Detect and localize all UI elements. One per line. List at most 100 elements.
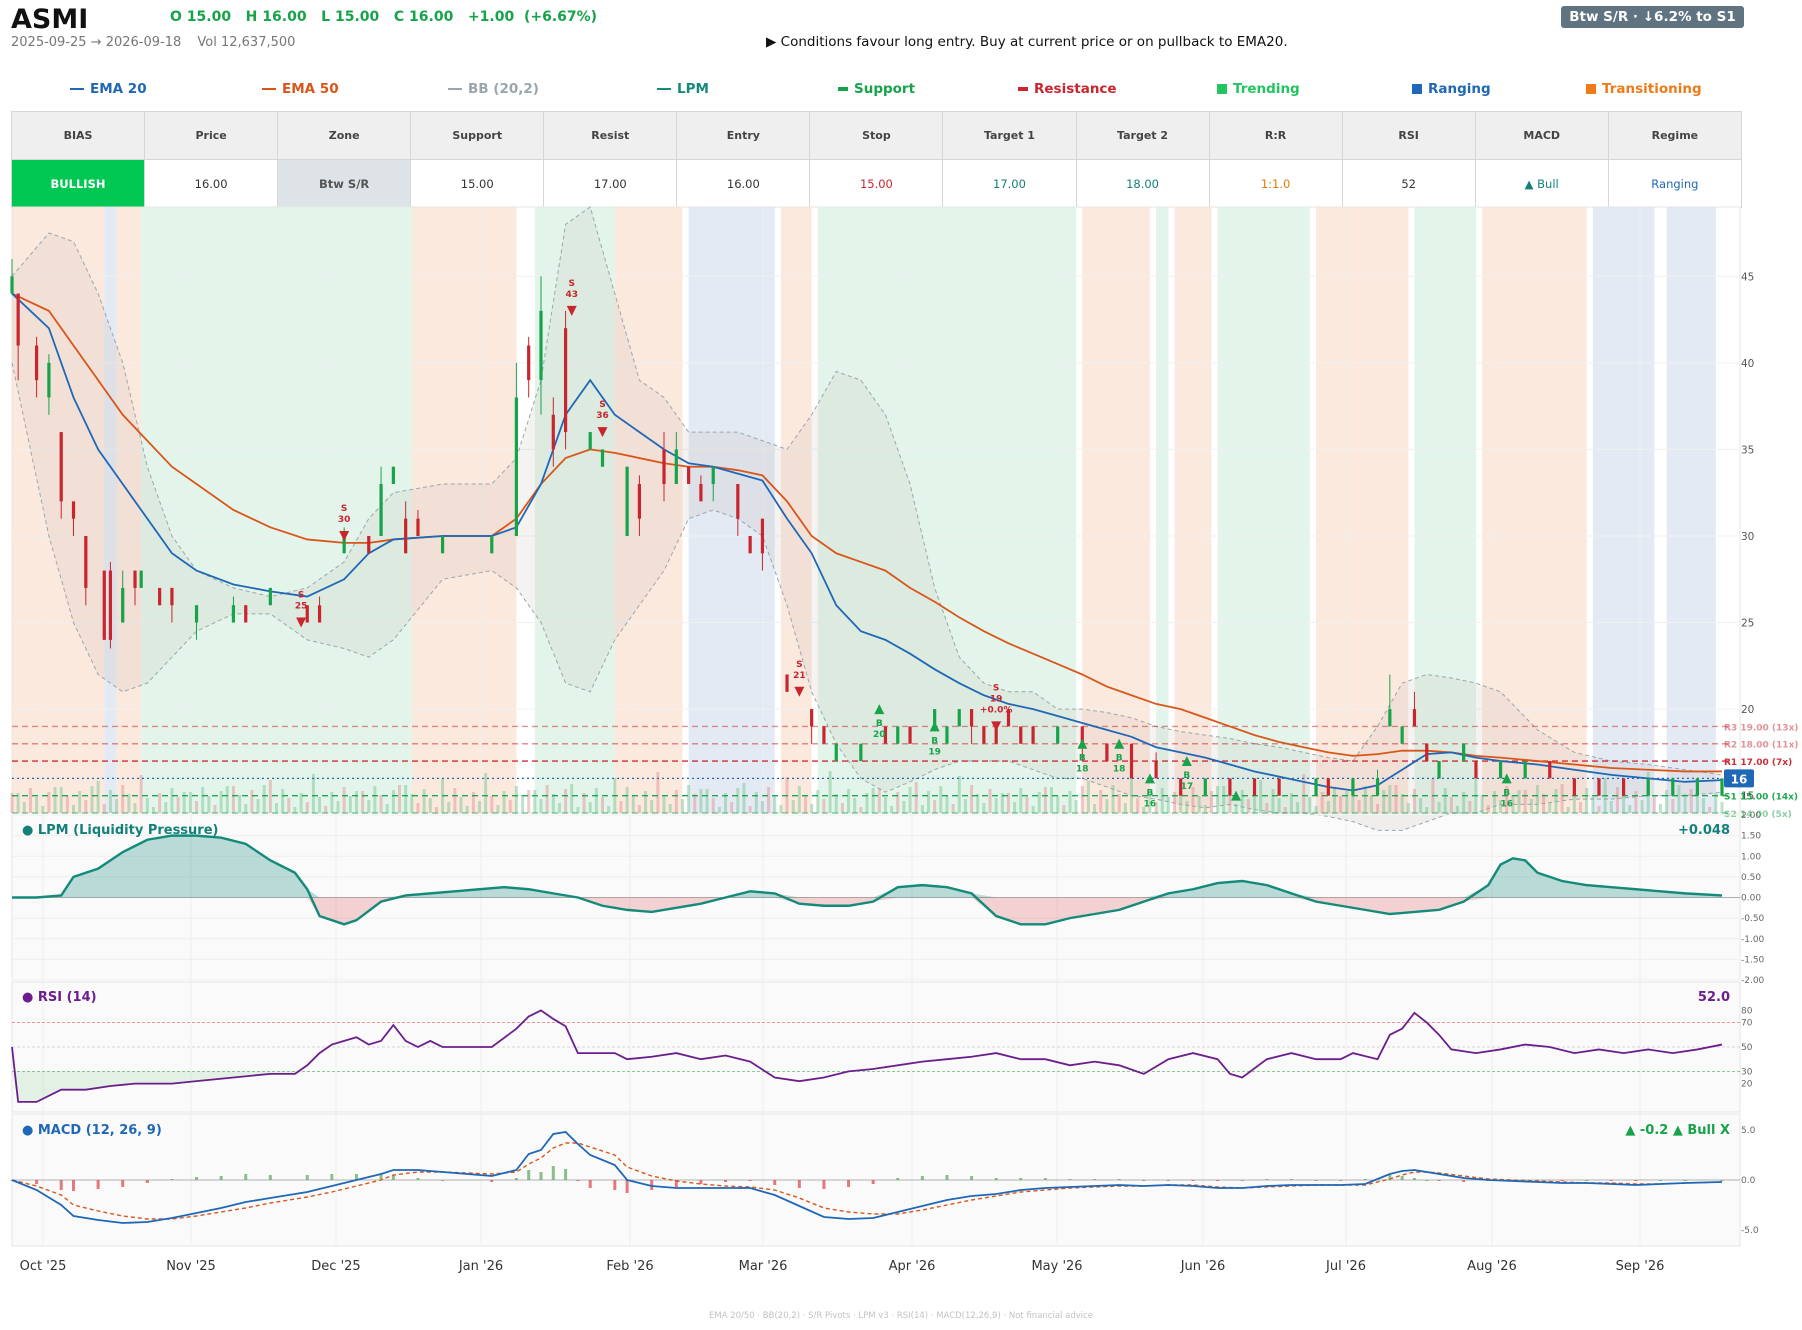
volume-bar bbox=[976, 794, 980, 813]
buy-signal-marker bbox=[1114, 738, 1125, 749]
macd-histogram-bar bbox=[1265, 1179, 1269, 1180]
legend-item-ranging[interactable]: Ranging bbox=[1412, 81, 1491, 97]
legend-swatch bbox=[657, 88, 671, 90]
volume-bar bbox=[1499, 800, 1503, 813]
volume-bar bbox=[760, 801, 764, 813]
sell-signal-label: S bbox=[993, 683, 999, 693]
sr-level-label: S1 15.00 (14x) bbox=[1724, 793, 1798, 803]
volume-bar bbox=[428, 798, 432, 813]
volume-bar bbox=[1142, 807, 1146, 813]
volume-readout: Vol 12,637,500 bbox=[197, 35, 296, 50]
legend-item-transitioning[interactable]: Transitioning bbox=[1586, 81, 1702, 97]
volume-bar bbox=[330, 792, 334, 813]
macd-histogram-bar bbox=[1068, 1179, 1072, 1180]
volume-bar bbox=[1640, 800, 1644, 813]
volume-bar bbox=[490, 796, 494, 813]
summary-value-zone: Btw S/R bbox=[277, 159, 412, 208]
volume-bar bbox=[748, 806, 752, 813]
volume-bar bbox=[601, 797, 605, 813]
legend-item-trending[interactable]: Trending bbox=[1217, 81, 1300, 97]
candle-body bbox=[908, 726, 912, 744]
candle-body bbox=[1080, 726, 1084, 744]
volume-bar bbox=[1296, 802, 1300, 813]
volume-bar bbox=[834, 794, 838, 813]
macd-histogram-bar bbox=[1634, 1180, 1638, 1181]
volume-bar bbox=[47, 792, 51, 813]
volume-bar bbox=[404, 785, 408, 813]
sell-signal-label: 30 bbox=[338, 515, 351, 525]
volume-bar bbox=[816, 790, 820, 813]
volume-bar bbox=[883, 797, 887, 813]
legend-item-ema-50[interactable]: EMA 50 bbox=[262, 81, 339, 97]
lpm-negative-fill bbox=[12, 897, 1722, 925]
volume-bar bbox=[877, 788, 881, 813]
volume-bar bbox=[705, 789, 709, 813]
candle-body bbox=[834, 743, 838, 762]
legend-swatch bbox=[262, 88, 276, 90]
volume-bar bbox=[570, 784, 574, 813]
volume-bar bbox=[1535, 785, 1539, 813]
macd-histogram-bar bbox=[391, 1175, 395, 1180]
regime-band-trending bbox=[817, 207, 1077, 813]
volume-bar bbox=[164, 802, 168, 813]
candle-body bbox=[1720, 778, 1724, 796]
candle-body bbox=[810, 709, 814, 727]
volume-bar bbox=[1013, 802, 1017, 813]
volume-bar bbox=[699, 789, 703, 813]
volume-bar bbox=[933, 800, 937, 813]
volume-bar bbox=[145, 798, 149, 813]
volume-bar bbox=[730, 802, 734, 813]
volume-bar bbox=[502, 791, 506, 813]
volume-bar bbox=[1123, 803, 1127, 813]
x-tick-label: Dec '25 bbox=[311, 1259, 360, 1274]
legend-item-support[interactable]: Support bbox=[838, 81, 915, 97]
volume-bar bbox=[1253, 785, 1257, 813]
volume-bar bbox=[35, 797, 39, 813]
trade-signals: S30S25S43S36S21S19+0.0%B20B19B18B18B16B1… bbox=[295, 279, 1513, 809]
volume-bar bbox=[1148, 793, 1152, 813]
legend-label: Support bbox=[854, 81, 916, 97]
volume-bar bbox=[1658, 804, 1662, 813]
macd-histogram-bar bbox=[514, 1178, 518, 1180]
buy-signal-label: B bbox=[1147, 788, 1154, 798]
legend-item-lpm[interactable]: LPM bbox=[657, 81, 709, 97]
candle-body bbox=[1597, 778, 1601, 796]
volume-bars bbox=[10, 771, 1724, 813]
legend-swatch bbox=[1217, 84, 1227, 94]
candle-body bbox=[674, 449, 678, 485]
buy-signal-label: B bbox=[1183, 771, 1190, 781]
volume-bar bbox=[1529, 799, 1533, 813]
lpm-tick-label: -0.50 bbox=[1741, 914, 1765, 924]
legend-item-bb-20-2[interactable]: BB (20,2) bbox=[448, 81, 539, 97]
legend-item-resistance[interactable]: Resistance bbox=[1018, 81, 1117, 97]
sell-signal-label: 21 bbox=[793, 671, 806, 681]
volume-bar bbox=[72, 805, 76, 813]
volume-bar bbox=[736, 788, 740, 813]
macd-histogram-bar bbox=[773, 1180, 777, 1185]
candle-body bbox=[859, 743, 863, 762]
macd-histogram-bar bbox=[576, 1180, 580, 1181]
lpm-tick-label: 1.50 bbox=[1741, 832, 1761, 842]
x-tick-label: Mar '26 bbox=[739, 1259, 788, 1274]
regime-band-transitioning bbox=[1082, 207, 1150, 813]
volume-bar bbox=[1665, 790, 1669, 813]
candle-body bbox=[10, 276, 14, 294]
volume-bar bbox=[78, 791, 82, 813]
buy-signal-marker bbox=[1144, 773, 1155, 784]
regime-band-transitioning bbox=[116, 207, 142, 813]
volume-bar bbox=[1406, 803, 1410, 813]
price-tick-label: 45 bbox=[1741, 271, 1754, 283]
volume-bar bbox=[484, 773, 488, 813]
sr-level-label: S2 14.00 (5x) bbox=[1724, 810, 1792, 820]
macd-histogram-bar bbox=[1658, 1180, 1662, 1181]
volume-bar bbox=[385, 804, 389, 813]
candle-body bbox=[1019, 726, 1023, 744]
x-tick-label: Sep '26 bbox=[1616, 1259, 1665, 1274]
volume-bar bbox=[1179, 792, 1183, 813]
macd-histogram-bar bbox=[1462, 1180, 1466, 1182]
volume-bar bbox=[1037, 792, 1041, 813]
macd-histogram-bar bbox=[1093, 1179, 1097, 1180]
legend-item-ema-20[interactable]: EMA 20 bbox=[70, 81, 147, 97]
candle-body bbox=[342, 535, 346, 554]
volume-bar bbox=[274, 803, 278, 813]
